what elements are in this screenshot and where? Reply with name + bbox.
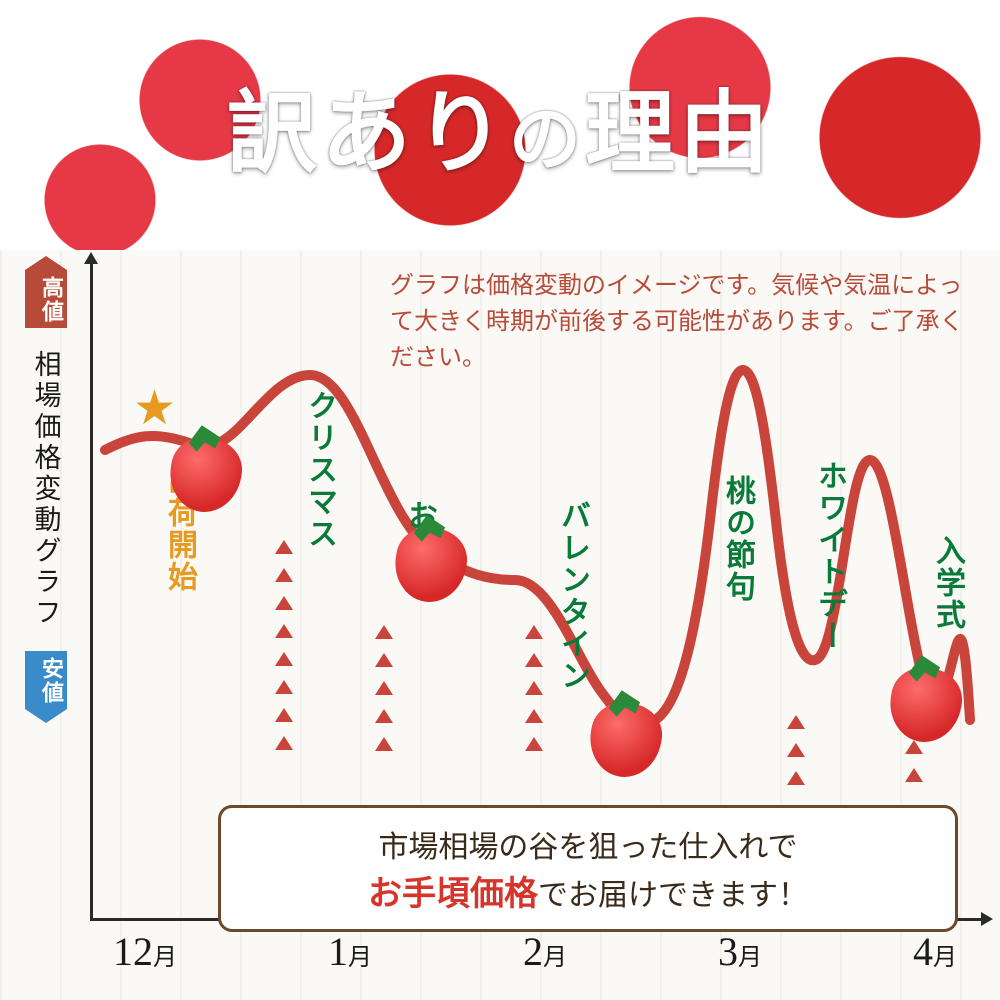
callout-box: 市場相場の谷を狙った仕入れで お手頃価格でお届けできます！ <box>218 805 958 932</box>
title-part3: 理由 <box>585 85 773 184</box>
up-triangle-icon <box>787 743 805 757</box>
up-triangle-icon <box>275 708 293 722</box>
callout-line1: 市場相場の谷を狙った仕入れで <box>239 822 937 866</box>
triangle-column <box>787 715 805 785</box>
month-label: 1月 <box>328 928 372 975</box>
up-triangle-icon <box>905 768 923 782</box>
strawberry-icon <box>163 428 247 512</box>
triangle-column <box>375 625 393 751</box>
up-triangle-icon <box>375 653 393 667</box>
up-triangle-icon <box>525 709 543 723</box>
triangle-column <box>905 740 923 782</box>
title-part1: 訳あり <box>227 85 509 184</box>
up-triangle-icon <box>375 709 393 723</box>
title-part2: の <box>509 100 585 180</box>
up-triangle-icon <box>525 681 543 695</box>
strawberry-icon <box>583 693 667 777</box>
up-triangle-icon <box>525 625 543 639</box>
x-axis-months: 12月 1月 2月 3月 4月 <box>95 928 975 975</box>
event-label-valentine: バレンタイン <box>550 500 594 692</box>
up-triangle-icon <box>275 736 293 750</box>
up-triangle-icon <box>375 625 393 639</box>
event-label-white: ホワイトデー <box>807 460 851 652</box>
up-triangle-icon <box>275 540 293 554</box>
month-label: 12月 <box>113 928 177 975</box>
up-triangle-icon <box>275 596 293 610</box>
up-triangle-icon <box>275 652 293 666</box>
callout-emphasis: お手頃価格 <box>368 875 538 913</box>
up-triangle-icon <box>375 737 393 751</box>
month-label: 2月 <box>523 928 567 975</box>
strawberry-icon <box>388 518 472 602</box>
triangle-column <box>275 540 293 750</box>
strawberry-icon <box>883 658 967 742</box>
month-label: 3月 <box>718 928 762 975</box>
up-triangle-icon <box>787 771 805 785</box>
up-triangle-icon <box>275 624 293 638</box>
hero-header: 訳ありの理由 <box>0 0 1000 250</box>
up-triangle-icon <box>275 568 293 582</box>
event-label-nyugaku: 入学式 <box>925 535 969 631</box>
up-triangle-icon <box>525 653 543 667</box>
callout-line2b: でお届けできます！ <box>538 879 808 912</box>
y-axis-group: 高値 相場価格変動グラフ 安値 <box>18 270 74 709</box>
badge-high-price: 高値 <box>25 270 67 328</box>
up-triangle-icon <box>905 740 923 754</box>
y-axis-title: 相場価格変動グラフ <box>27 350 66 629</box>
event-label-xmas: クリスマス <box>297 390 341 550</box>
triangle-column <box>525 625 543 751</box>
y-axis-line <box>90 260 93 920</box>
up-triangle-icon <box>375 681 393 695</box>
callout-line2: お手頃価格でお届けできます！ <box>239 866 937 915</box>
up-triangle-icon <box>525 737 543 751</box>
up-triangle-icon <box>275 680 293 694</box>
badge-low-price: 安値 <box>25 651 67 709</box>
page-title: 訳ありの理由 <box>227 60 773 190</box>
month-label: 4月 <box>913 928 957 975</box>
up-triangle-icon <box>787 715 805 729</box>
event-label-momo: 桃の節句 <box>715 475 759 603</box>
